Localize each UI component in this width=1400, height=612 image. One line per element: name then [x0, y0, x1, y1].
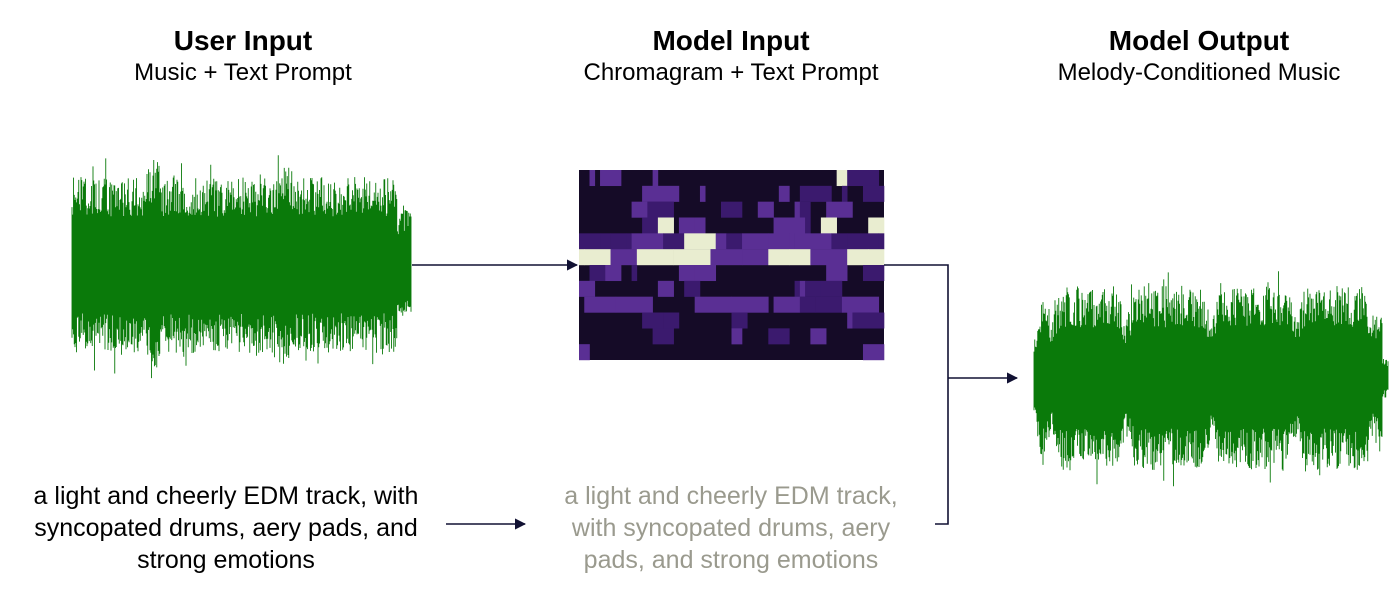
user-input-waveform	[72, 155, 411, 378]
model-text-prompt: a light and cheerly EDM track, with sync…	[533, 480, 929, 576]
user-text-prompt: a light and cheerly EDM track, with sync…	[10, 480, 442, 576]
model-output-waveform	[1034, 271, 1388, 486]
connector-prompt	[935, 378, 948, 524]
chromagram	[579, 170, 884, 360]
connector-chromagram	[884, 265, 948, 378]
